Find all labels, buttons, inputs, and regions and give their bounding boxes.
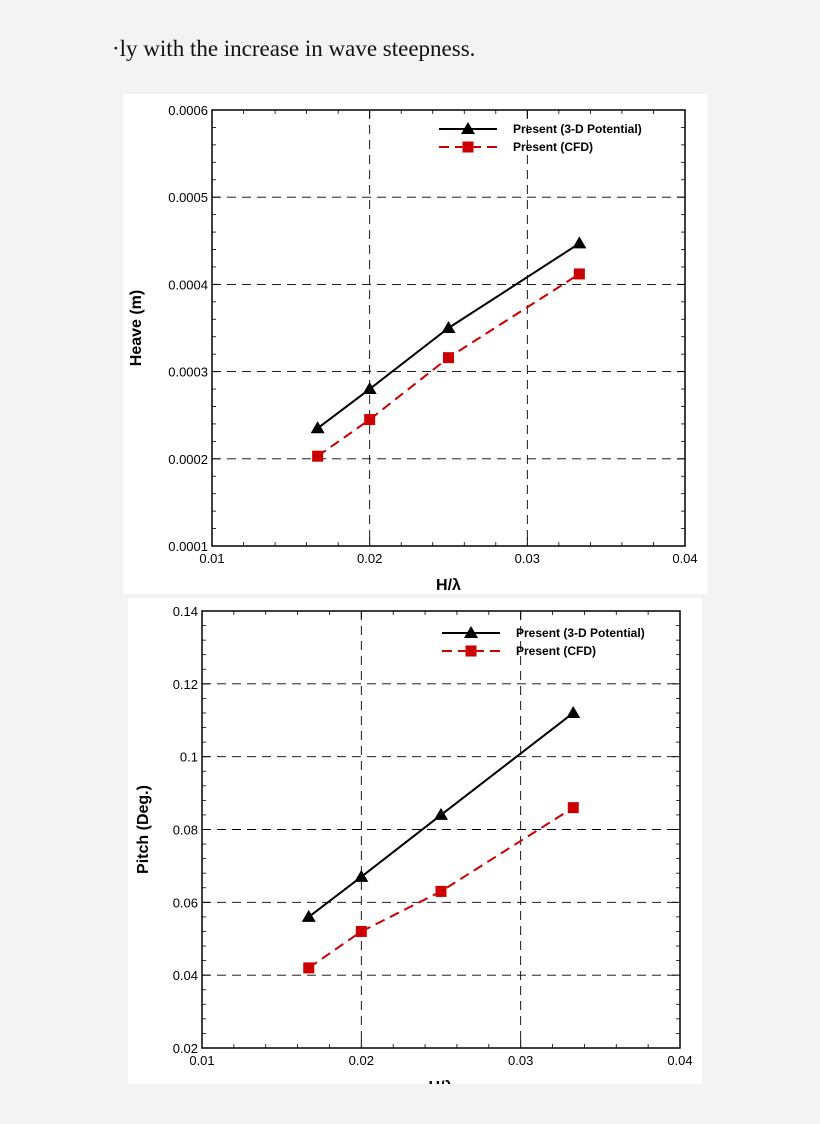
cfd-series-line bbox=[308, 806, 574, 969]
heave-chart-panel: 0.0001 0.0002 0.0003 0.0004 0.0005 0.0006 0.01… bbox=[123, 94, 707, 594]
x-tick-label: 0.02 bbox=[357, 551, 382, 566]
x-tick-label: 0.03 bbox=[508, 1053, 533, 1068]
potential-data-point bbox=[434, 807, 448, 820]
pitch-chart: 0.020.040.060.080.10.120.140.01 0.02 0.03 0… bbox=[135, 604, 693, 1084]
cfd-data-point bbox=[573, 268, 585, 280]
legend-marker bbox=[464, 626, 478, 638]
x-tick-label: 0.01 bbox=[189, 1053, 214, 1068]
legend-marker bbox=[465, 645, 477, 657]
y-tick-label: 0.0002 bbox=[168, 452, 208, 467]
y-tick-label: 0.0006 bbox=[168, 103, 208, 118]
cfd-data-point bbox=[355, 925, 367, 937]
y-tick-label: 0.12 bbox=[173, 677, 198, 692]
y-axis-title: Pitch (Deg.) bbox=[135, 785, 152, 874]
y-tick-label: 0.0004 bbox=[168, 277, 208, 292]
potential-data-point bbox=[572, 236, 587, 249]
x-tick-label: 0.01 bbox=[199, 551, 224, 566]
y-tick-label: 0.04 bbox=[173, 968, 198, 983]
cfd-data-point bbox=[364, 414, 376, 426]
x-tick-label: 0.02 bbox=[349, 1053, 374, 1068]
legend-marker bbox=[462, 141, 474, 153]
cfd-data-point bbox=[443, 352, 454, 364]
potential-data-point bbox=[441, 321, 456, 333]
x-tick-label: 0.04 bbox=[667, 1053, 692, 1068]
y-tick-label: 0.02 bbox=[173, 1041, 198, 1056]
cfd-data-point bbox=[303, 962, 315, 974]
y-tick-label: 0.1 bbox=[180, 750, 198, 765]
y-tick-label: 0.0001 bbox=[168, 539, 208, 554]
legend-label: Present (3-D Potential) bbox=[513, 122, 642, 136]
potential-data-point bbox=[354, 869, 369, 882]
legend-label: Present (3-D Potential) bbox=[516, 626, 645, 640]
potential-data-point bbox=[301, 909, 316, 922]
cfd-data-point bbox=[435, 885, 447, 897]
y-tick-label: 0.06 bbox=[173, 895, 198, 910]
legend-marker bbox=[461, 122, 475, 134]
cfd-data-point bbox=[312, 450, 324, 462]
y-tick-label: 0.08 bbox=[173, 823, 198, 838]
x-axis-title: H/λ bbox=[429, 1079, 454, 1084]
potential-series-line bbox=[317, 242, 580, 430]
potential-data-point bbox=[362, 382, 377, 395]
y-tick-label: 0.14 bbox=[173, 604, 198, 619]
potential-data-point bbox=[310, 421, 325, 434]
plot-frame bbox=[211, 109, 686, 547]
y-tick-label: 0.0005 bbox=[168, 190, 208, 205]
legend-label: Present (CFD) bbox=[513, 140, 593, 154]
potential-series-line bbox=[308, 712, 574, 918]
potential-data-point bbox=[566, 705, 581, 718]
x-tick-label: 0.04 bbox=[672, 551, 697, 566]
heave-chart: 0.0001 0.0002 0.0003 0.0004 0.0005 0.0006 0.01… bbox=[128, 103, 698, 594]
body-text-line: ·ly with the increase in wave steepness. bbox=[112, 36, 476, 61]
y-tick-label: 0.0003 bbox=[168, 365, 208, 380]
pitch-chart-panel: 0.02 0.04 0.06 0.08 0.1 0.12 0.14 0.01 0.02 0.03 0… bbox=[128, 598, 702, 1084]
legend-label: Present (CFD) bbox=[516, 644, 596, 658]
cfd-series-line bbox=[317, 273, 580, 458]
x-tick-label: 0.03 bbox=[515, 551, 540, 566]
cfd-data-point bbox=[567, 802, 579, 814]
y-axis-title: Heave (m) bbox=[128, 290, 145, 366]
x-axis-title: H/λ bbox=[436, 577, 461, 594]
